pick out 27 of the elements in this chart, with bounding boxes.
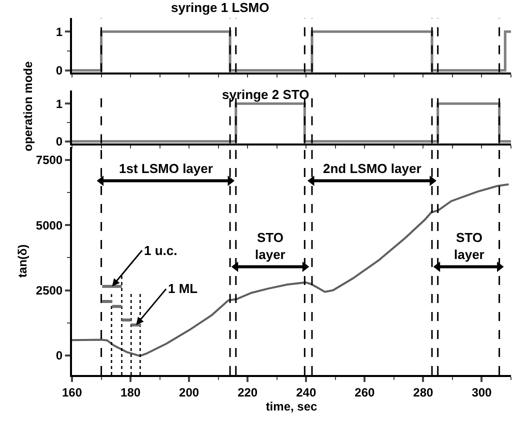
series-label: 2nd LSMO layer [323,161,422,176]
x-axis-title: time, sec [266,399,318,414]
y-tick-label: 0 [56,64,63,78]
y-tick-label: 1 [56,96,63,111]
y-axis-title: operation mode [20,61,35,152]
y-tick-label: 2500 [36,283,63,298]
x-tick-label: 240 [296,385,316,400]
x-tick-label: 220 [238,385,258,400]
text: syringe 1 LSMO [171,0,270,15]
x-tick-label: 160 [62,385,82,400]
x-tick-label: 280 [413,385,434,400]
y-tick-label: 1 [56,24,63,39]
series-label: STO layer [454,230,484,262]
series-label: STO layer [255,230,286,262]
y-tick-label: 7500 [36,153,63,168]
x-tick-label: 300 [472,385,492,400]
y-tick-label: 0 [56,348,63,363]
series-label: 1st LSMO layer [119,161,213,176]
y-axis-title: tan(δ) [16,244,30,278]
annotation: 1 ML [168,281,198,296]
x-tick-label: 180 [120,385,141,400]
y-tick-label: 0 [56,134,63,149]
x-tick-label: 200 [179,385,200,400]
x-tick-label: 260 [354,385,375,400]
y-tick-label: 5000 [36,218,63,232]
annotation: 1 u.c. [144,243,178,258]
annotation: syringe 2 STO [222,87,310,102]
